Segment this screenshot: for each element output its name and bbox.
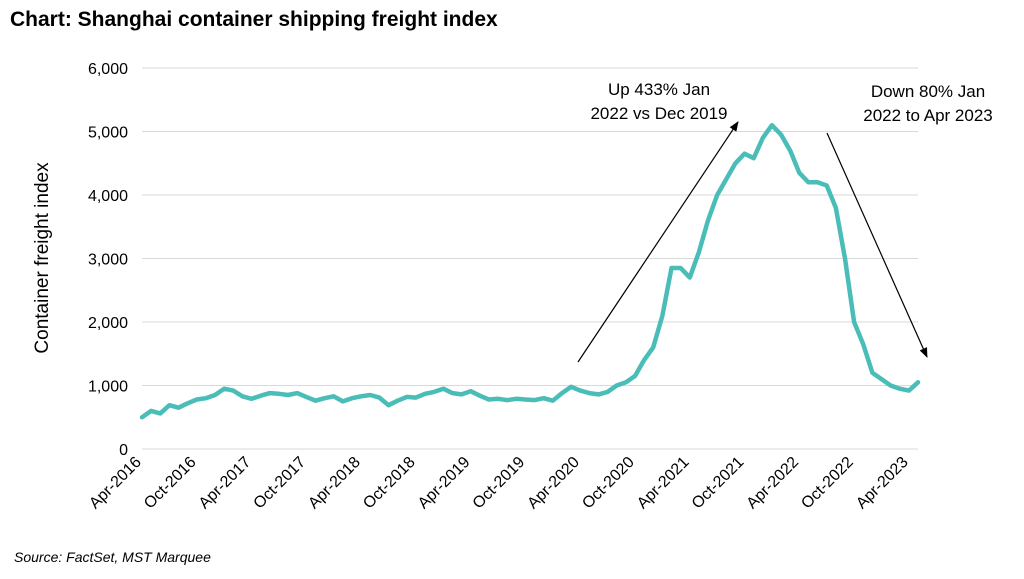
annotation-text: Down 80% Jan	[871, 82, 985, 101]
y-tick-label: 4,000	[88, 188, 128, 205]
x-tick-label: Apr-2020	[524, 454, 583, 513]
x-tick-label: Oct-2020	[579, 454, 638, 513]
x-tick-label: Oct-2019	[470, 454, 529, 513]
y-tick-label: 5,000	[88, 125, 128, 142]
gridlines	[142, 67, 918, 450]
annotation-text: 2022 vs Dec 2019	[590, 104, 727, 123]
series-line	[139, 122, 921, 420]
y-tick-label: 1,000	[88, 379, 128, 396]
x-tick-label: Apr-2021	[634, 454, 693, 513]
x-tick-label: Oct-2018	[360, 454, 419, 513]
y-tick-label: 6,000	[88, 61, 128, 78]
y-axis-title: Container freight index	[32, 162, 53, 354]
x-tick-label: Apr-2022	[744, 454, 803, 513]
annotation-arrow-down	[826, 132, 928, 358]
y-tick-labels: 0 1,000 2,000 3,000 4,000 5,000 6,000	[88, 61, 128, 459]
annotation-text: 2022 to Apr 2023	[863, 106, 993, 125]
chart-title: Chart: Shanghai container shipping freig…	[10, 8, 498, 31]
x-tick-labels: Apr-2016Oct-2016Apr-2017Oct-2017Apr-2018…	[86, 454, 912, 513]
x-tick-label: Apr-2019	[415, 454, 474, 513]
x-tick-label: Oct-2022	[798, 454, 857, 513]
x-tick-label: Apr-2016	[86, 454, 145, 513]
x-tick-label: Apr-2018	[305, 454, 364, 513]
y-tick-label: 0	[119, 442, 128, 459]
x-tick-label: Oct-2017	[251, 454, 310, 513]
annotation-text: Up 433% Jan	[608, 80, 710, 99]
y-tick-label: 3,000	[88, 252, 128, 269]
series-layer	[139, 122, 921, 420]
y-tick-label: 2,000	[88, 315, 128, 332]
annotation-arrow-up	[577, 121, 739, 363]
source-note: Source: FactSet, MST Marquee	[14, 549, 211, 565]
x-tick-label: Apr-2017	[196, 454, 255, 513]
x-tick-label: Oct-2016	[141, 454, 200, 513]
x-tick-label: Apr-2023	[853, 454, 912, 513]
annotations-layer: Up 433% Jan 2022 vs Dec 2019 Down 80% Jan 2…	[577, 80, 993, 363]
x-tick-label: Oct-2021	[689, 454, 748, 513]
